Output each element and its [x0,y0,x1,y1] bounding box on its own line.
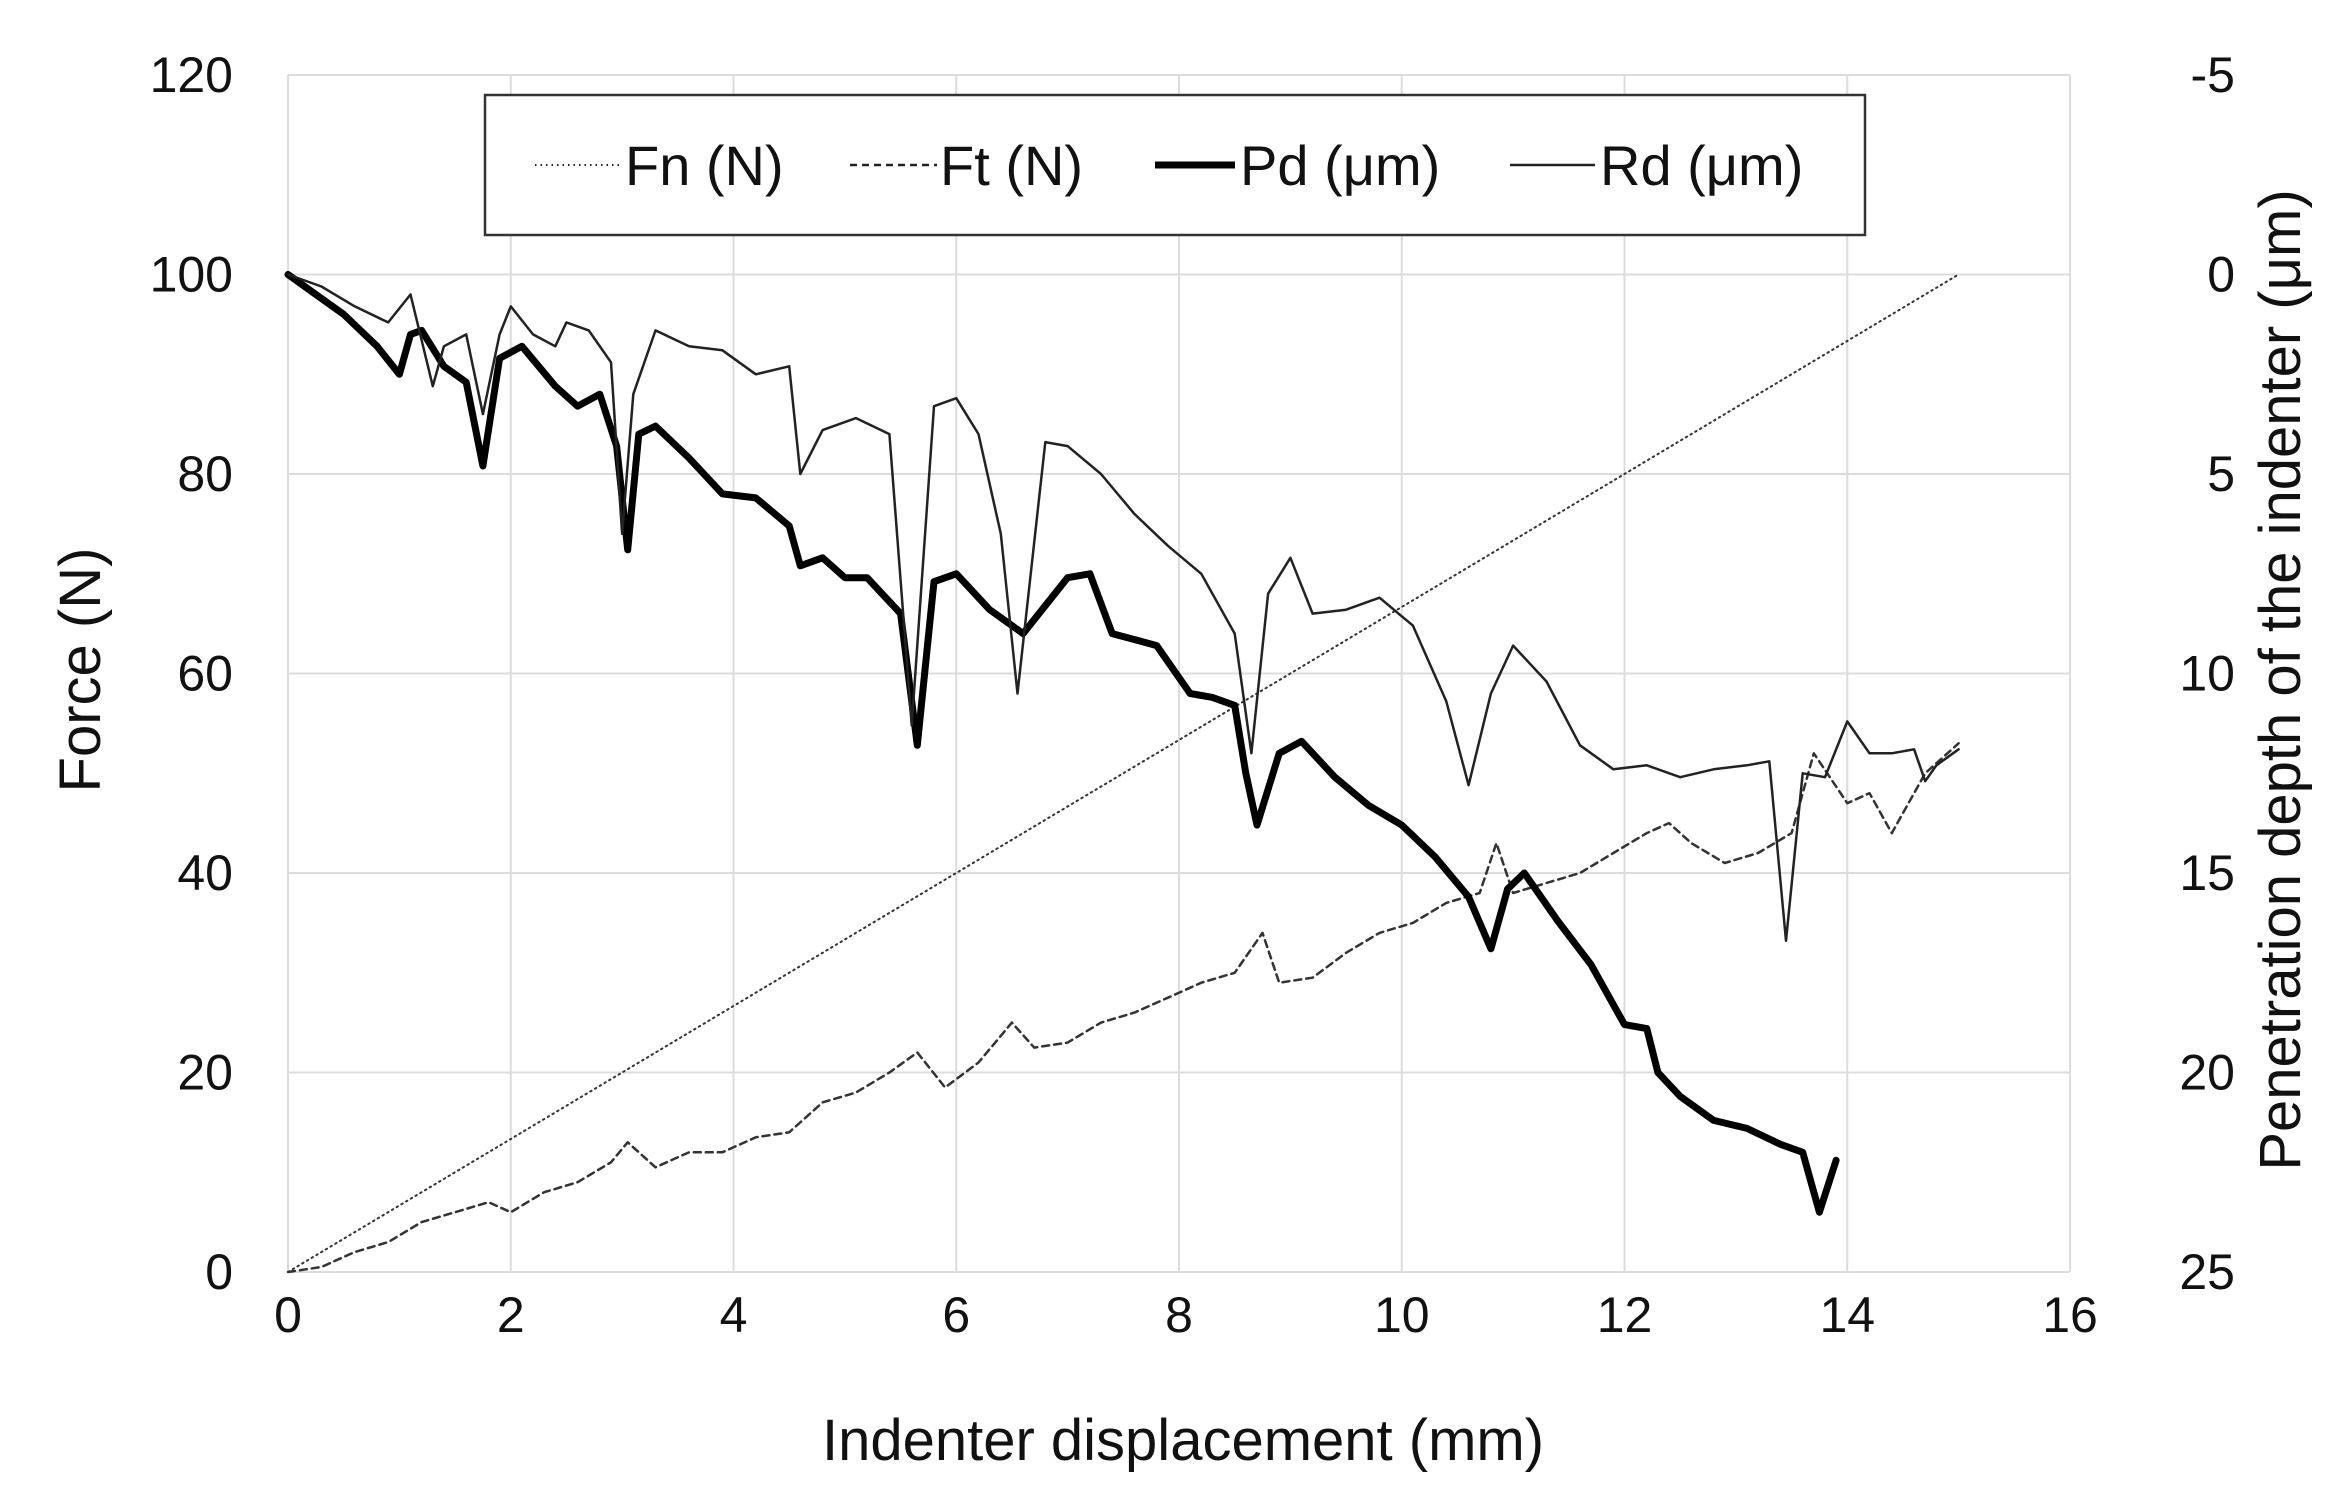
x-tick-label: 4 [720,1287,748,1343]
y2-tick-label: 25 [2179,1244,2235,1300]
series-line-rd [286,273,1960,943]
x-tick-label: 6 [942,1287,970,1343]
x-tick-label: 14 [1819,1287,1875,1343]
y2-tick-label: 20 [2179,1045,2235,1101]
legend-label-rd: Rd (μm) [1600,134,1803,197]
grid [287,74,2071,1273]
legend-item-pd: Pd (μm) [1155,134,1440,197]
x-tick-label: 0 [274,1287,302,1343]
x-tick-label: 8 [1165,1287,1193,1343]
x-tick-label: 10 [1374,1287,1430,1343]
x-tick-label: 16 [2042,1287,2098,1343]
y-axis-title: Force (N) [48,548,113,793]
legend-item-fn: Fn (N) [535,134,784,197]
series-line-fn [287,273,1960,1273]
series-line-ft [286,742,1960,1274]
legend-label-pd: Pd (μm) [1240,134,1440,197]
y-tick-label: 0 [205,1244,233,1300]
y2-tick-label: -5 [2191,47,2235,103]
legend: Fn (N) Ft (N) Pd (μm) Rd (μm) [483,93,1867,237]
y2-tick-label: 10 [2179,646,2235,702]
legend-label-ft: Ft (N) [940,134,1083,197]
plot-area [284,271,1960,1274]
x-axis-title: Indenter displacement (mm) [822,1408,1544,1473]
legend-label-fn: Fn (N) [625,134,784,197]
y2-tick-label: 0 [2207,247,2235,303]
legend-item-rd: Rd (μm) [1510,134,1803,197]
y-tick-label: 60 [177,646,233,702]
x-tick-label: 12 [1597,1287,1653,1343]
y-tick-label: 120 [150,47,233,103]
legend-item-ft: Ft (N) [850,134,1083,197]
y2-tick-label: 15 [2179,845,2235,901]
x-tick-label: 2 [497,1287,525,1343]
y2-axis-title: Penetration depth of the indenter (μm) [2248,189,2313,1170]
tick-labels: 0 2 4 6 8 10 12 14 16 0 20 40 60 80 100 120 25 20 15 10 5 0 -5 [150,47,2235,1343]
y-tick-label: 100 [150,247,233,303]
y-tick-label: 80 [177,446,233,502]
y-tick-label: 40 [177,845,233,901]
y2-tick-label: 5 [2207,446,2235,502]
y-tick-label: 20 [177,1045,233,1101]
